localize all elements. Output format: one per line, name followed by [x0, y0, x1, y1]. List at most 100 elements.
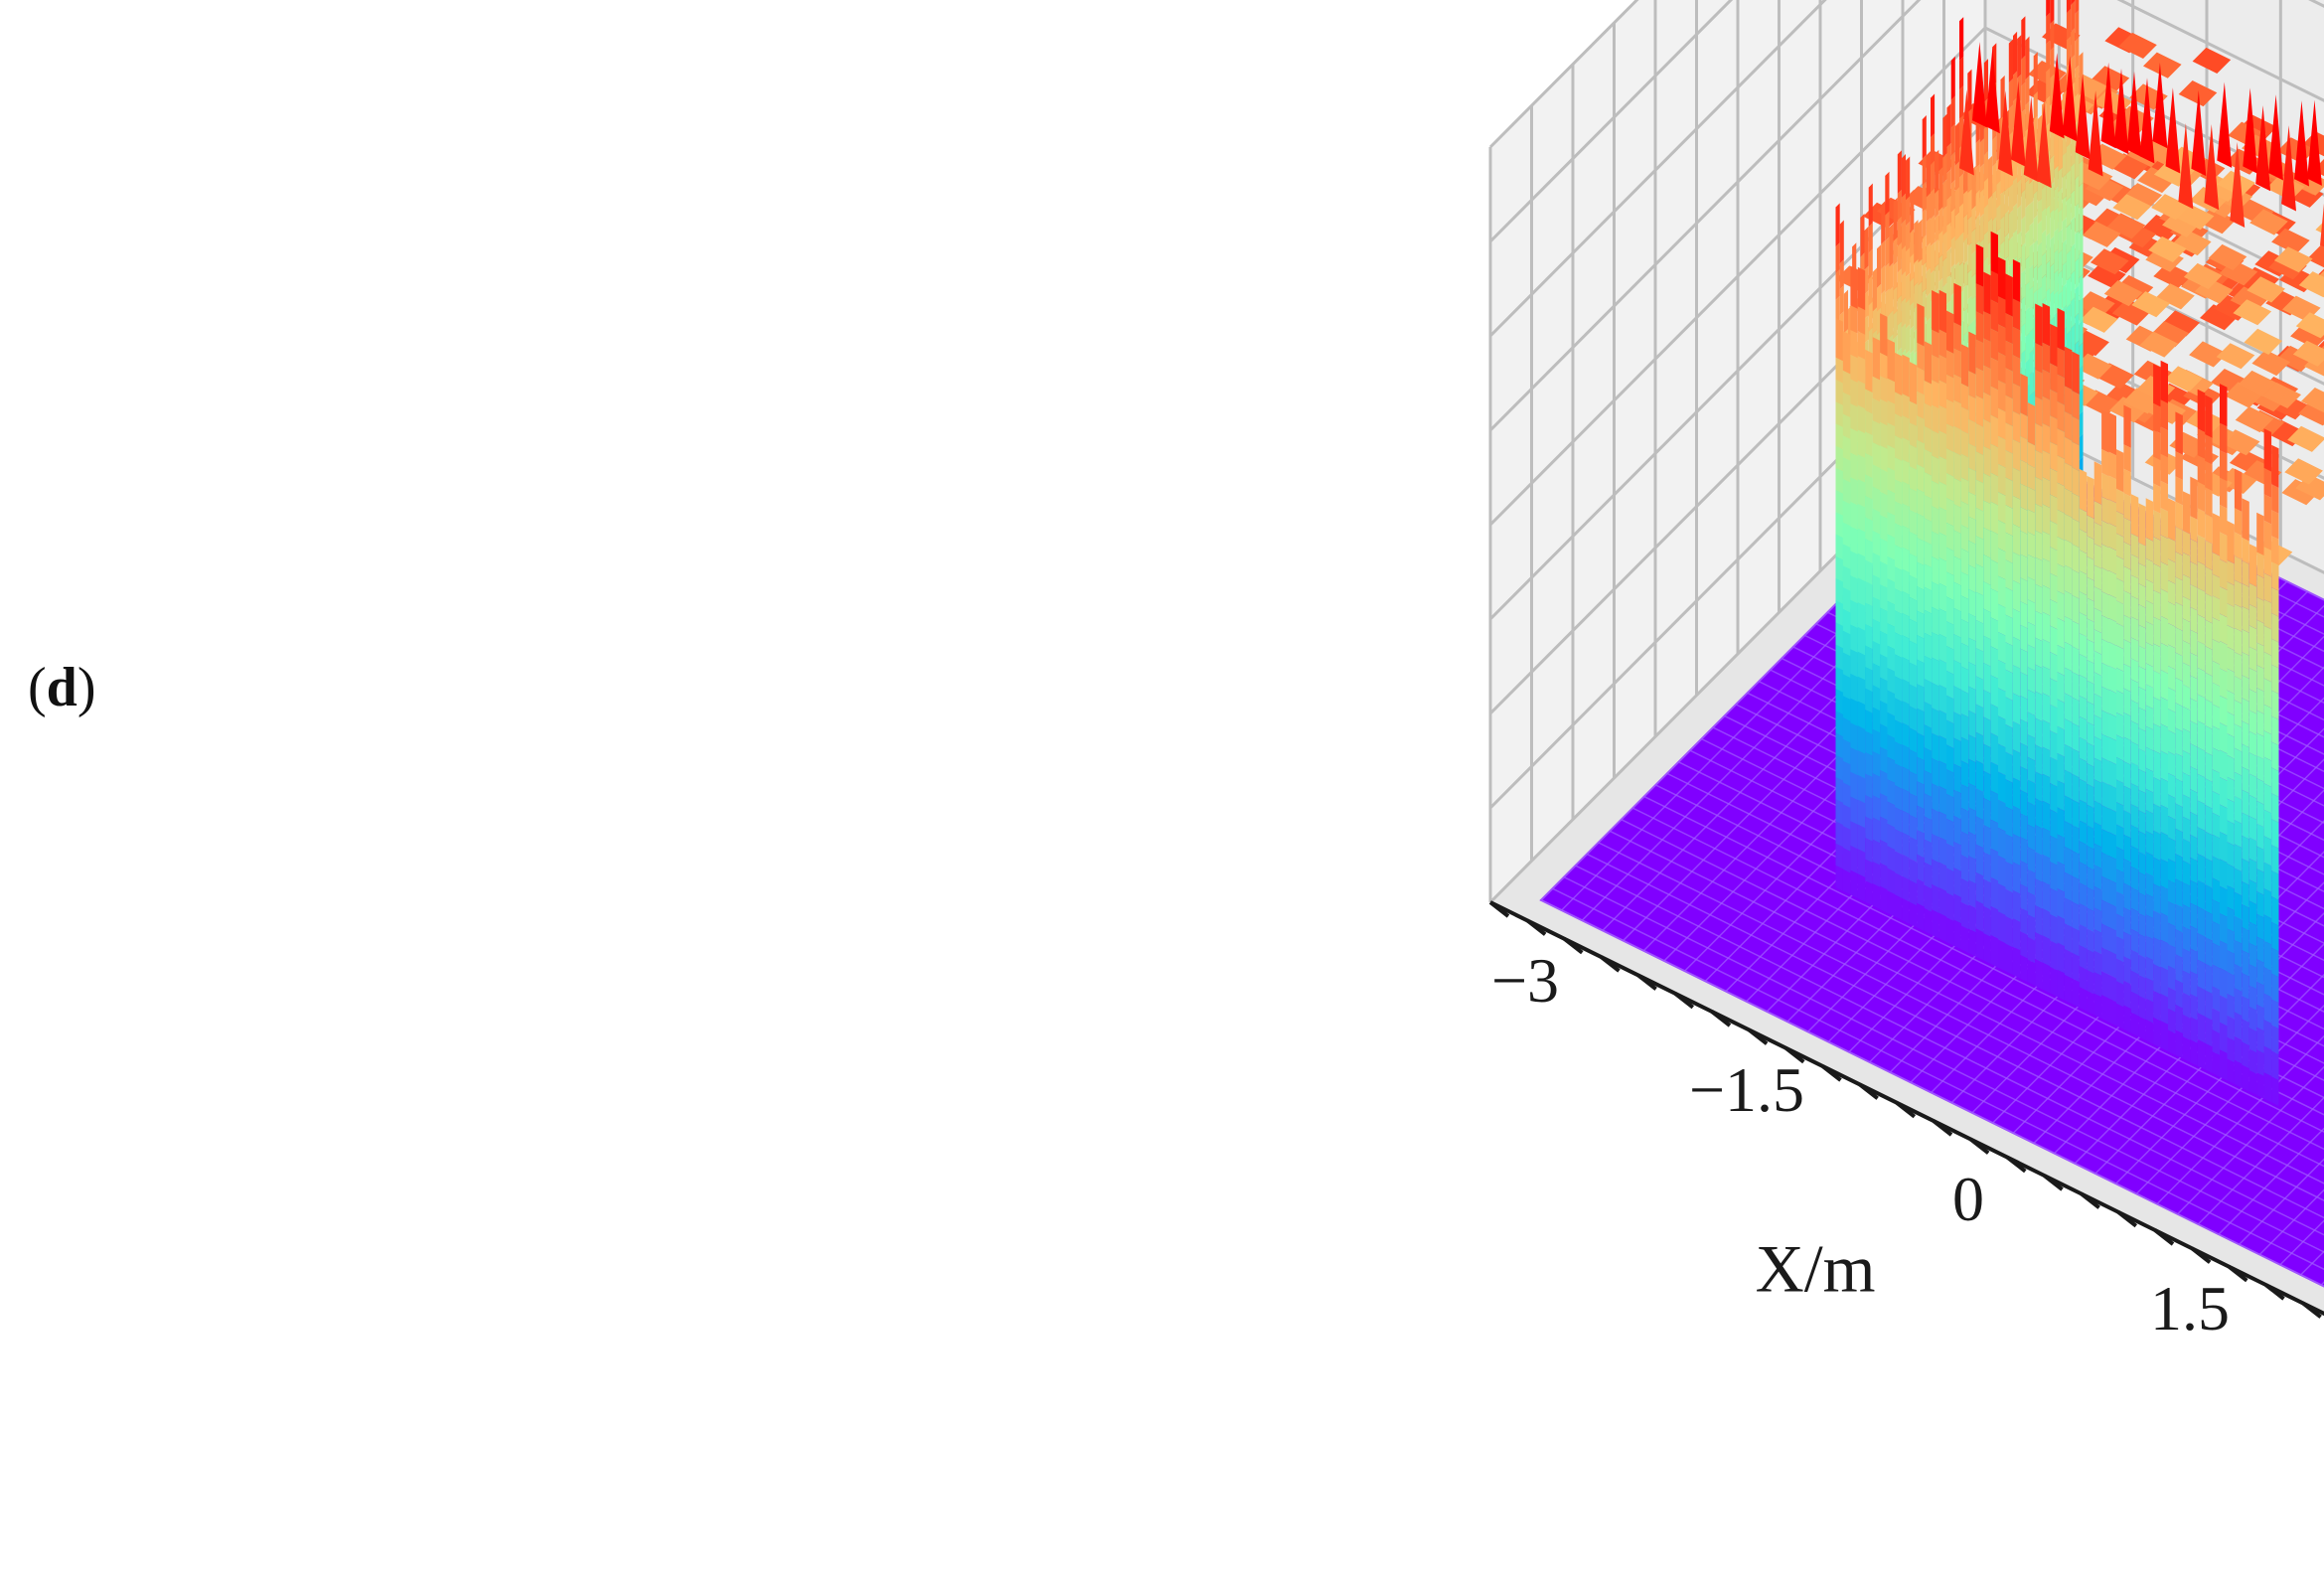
plateau-front-face — [2138, 933, 2146, 959]
plateau-spike — [1972, 42, 1987, 128]
plateau-front-face — [2064, 540, 2073, 569]
plateau-front-face — [2271, 1076, 2279, 1106]
plateau-front-face — [2005, 888, 2013, 920]
plateau-front-face — [2205, 592, 2213, 624]
plateau-front-face — [1960, 642, 1969, 671]
plateau-front-face — [2108, 475, 2116, 504]
plateau-front-face — [2116, 913, 2124, 940]
plateau-front-face — [2116, 712, 2124, 739]
plateau-front-face — [2168, 794, 2176, 820]
plateau-top-cell — [2292, 340, 2324, 367]
plateau-left-face — [2079, 159, 2084, 187]
plateau-front-face — [2212, 639, 2220, 665]
plateau-left-face — [1979, 163, 1984, 193]
plateau-front-face — [2079, 841, 2088, 867]
plateau-left-face — [1843, 289, 1848, 334]
plateau-front-face — [2220, 1049, 2228, 1081]
plateau-front-face — [2220, 1022, 2228, 1053]
grid-line — [2116, 0, 2324, 102]
plateau-left-face — [1901, 154, 1906, 198]
plateau-top-cell — [2271, 228, 2310, 254]
plateau-front-face — [2093, 865, 2102, 890]
plateau-front-face — [2234, 723, 2243, 752]
plateau-front-face — [2116, 757, 2124, 784]
plateau-left-face — [1996, 204, 2001, 233]
plateau-front-face — [2182, 926, 2191, 953]
plateau-front-face — [2212, 573, 2220, 600]
plateau-front-face — [1872, 420, 1881, 446]
plateau-front-face — [2042, 881, 2051, 912]
plateau-front-face — [2035, 852, 2043, 882]
plateau-left-face — [1864, 265, 1869, 295]
plateau-front-face — [2160, 966, 2168, 998]
plateau-front-face — [1842, 652, 1851, 679]
plateau-front-face — [1924, 747, 1933, 775]
plateau-top-cell — [2148, 236, 2187, 262]
plateau-front-face — [2050, 363, 2058, 394]
plateau-front-face — [2087, 886, 2094, 912]
plateau-front-face — [1835, 577, 1843, 604]
plateau-front-face — [2020, 907, 2028, 935]
plateau-front-face — [1932, 355, 1939, 385]
plateau-front-face — [2079, 882, 2088, 907]
plateau-front-face — [2012, 259, 2021, 303]
plateau-left-face — [2075, 147, 2080, 180]
plateau-front-face — [1872, 464, 1881, 491]
plateau-front-face — [2123, 664, 2131, 693]
plateau-front-face — [2012, 467, 2021, 500]
plateau-front-face — [2027, 847, 2036, 873]
plateau-left-face — [2075, 0, 2080, 15]
plateau-front-face — [2205, 751, 2213, 782]
plateau-left-face — [1946, 273, 1951, 305]
plateau-front-face — [1968, 832, 1976, 860]
plateau-front-face — [2108, 523, 2116, 551]
plateau-front-face — [1842, 544, 1851, 569]
plateau-front-face — [1960, 406, 1969, 434]
plateau-front-face — [1938, 355, 1946, 385]
plateau-left-face — [1926, 153, 1931, 198]
plateau-front-face — [1850, 501, 1858, 531]
plateau-front-face — [1850, 673, 1858, 703]
plateau-front-face — [1946, 448, 1954, 477]
plateau-top-cell — [2172, 230, 2212, 256]
plateau-front-face — [1872, 795, 1881, 822]
plateau-front-face — [1975, 844, 1984, 876]
plateau-front-face — [2064, 436, 2073, 467]
plateau-front-face — [2263, 941, 2272, 972]
plateau-front-face — [2079, 736, 2088, 762]
plateau-left-face — [1897, 189, 1902, 221]
plateau-left-face — [2017, 205, 2022, 236]
plateau-front-face — [1909, 362, 1918, 405]
plateau-front-face — [2160, 804, 2168, 836]
plateau-front-face — [2234, 1012, 2243, 1040]
plateau-front-face — [1968, 588, 1976, 617]
plateau-front-face — [2108, 570, 2116, 598]
plateau-front-face — [2005, 395, 2013, 427]
plateau-front-face — [1932, 657, 1939, 687]
plateau-front-face — [1872, 531, 1881, 556]
plateau-front-face — [2234, 940, 2243, 968]
plateau-front-face — [2234, 603, 2243, 632]
plateau-front-face — [2108, 950, 2116, 979]
plateau-front-face — [2064, 564, 2073, 595]
plateau-front-face — [2057, 537, 2065, 567]
plateau-left-face — [2066, 169, 2072, 201]
plateau-front-face — [2153, 723, 2161, 754]
plateau-front-face — [1880, 491, 1888, 519]
plateau-front-face — [2050, 599, 2058, 630]
plateau-front-face — [1932, 404, 1939, 434]
plateau-front-face — [2220, 450, 2228, 482]
plateau-front-face — [2182, 596, 2191, 623]
plateau-front-face — [1857, 553, 1866, 582]
plateau-front-face — [2175, 527, 2183, 555]
plateau-front-face — [1924, 609, 1933, 637]
plateau-front-face — [2160, 480, 2168, 512]
plateau-front-face — [1850, 821, 1858, 850]
plateau-front-face — [1887, 400, 1895, 427]
plateau-top-cell — [2244, 328, 2282, 355]
plateau-front-face — [1998, 575, 2006, 608]
plateau-front-face — [2197, 535, 2206, 565]
plateau-front-face — [1998, 436, 2006, 468]
plateau-left-face — [1967, 189, 1972, 221]
plateau-front-face — [2035, 610, 2043, 642]
